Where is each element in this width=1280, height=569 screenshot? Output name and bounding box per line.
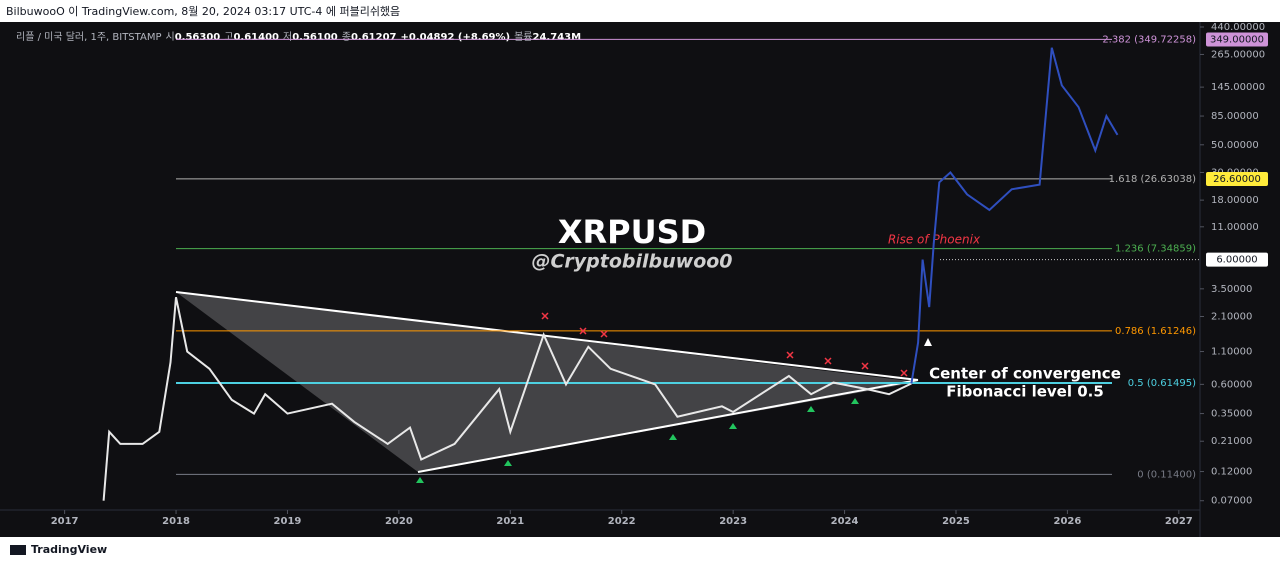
y-tick-label: 440.00000: [1211, 22, 1265, 33]
ohlc-label: 종: [342, 31, 351, 43]
buy-marker: [807, 406, 815, 412]
ohlc-value: 0.56100: [292, 32, 338, 43]
ohlc-label: 시: [165, 31, 174, 43]
y-tick-label: 145.00000: [1211, 82, 1265, 93]
sell-marker: [824, 357, 832, 365]
symbol-line: 리플 / 미국 달러, 1주, BITSTAMP 시0.56300 고0.61400…: [16, 31, 581, 43]
price-line: [910, 47, 1119, 384]
price-tag: [1206, 32, 1268, 47]
y-tick-label: 2.10000: [1211, 312, 1252, 323]
sell-marker: [600, 330, 608, 338]
sell-marker: [900, 369, 908, 377]
ohlc-label: 저: [283, 31, 292, 43]
chart-background: [0, 22, 1280, 537]
x-tick-label: 2024: [831, 516, 859, 527]
x-tick-label: 2018: [162, 516, 190, 527]
price-tag: [1206, 252, 1268, 267]
y-tick-label: 1.10000: [1211, 347, 1252, 358]
x-tick-label: 2026: [1053, 516, 1081, 527]
sell-marker: [541, 312, 549, 320]
fib-label: 1.618 (26.63038): [1109, 174, 1196, 185]
y-tick-label: 11.00000: [1211, 222, 1259, 233]
footer-logo: [10, 545, 26, 555]
y-tick-label: 50.00000: [1211, 140, 1259, 151]
x-tick-label: 2022: [608, 516, 636, 527]
y-tick-label: 265.00000: [1211, 49, 1265, 60]
y-tick-label: 0.60000: [1211, 379, 1252, 390]
sell-marker: [579, 327, 587, 335]
ohlc-label: 고: [224, 32, 233, 43]
x-tick-label: 2019: [274, 516, 302, 527]
price-line: [102, 296, 912, 501]
price-tag-label: 6.00000: [1216, 255, 1257, 266]
buy-marker: [851, 398, 859, 404]
x-tick-label: 2025: [942, 516, 970, 527]
fib-label: 1.236 (7.34859): [1115, 244, 1196, 255]
fib-label: 0.5 (0.61495): [1128, 378, 1196, 389]
y-tick-label: 18.00000: [1211, 195, 1259, 206]
footer: TradingView: [31, 543, 107, 556]
x-tick-label: 2027: [1165, 516, 1193, 527]
ohlc-value: 0.61400: [233, 32, 279, 43]
annotation: Fibonacci level 0.5: [946, 383, 1104, 401]
buy-marker: [669, 434, 677, 440]
volume-label: 볼륨: [514, 31, 532, 43]
ohlc-value: 0.61207: [351, 32, 397, 43]
sell-marker: [861, 362, 869, 370]
price-tag-label: 26.60000: [1213, 174, 1261, 185]
fib-label: 2.382 (349.72258): [1102, 34, 1196, 45]
buy-marker: [504, 460, 512, 466]
y-tick-label: 0.07000: [1211, 496, 1252, 507]
x-tick-label: 2020: [385, 516, 413, 527]
buy-marker: [416, 477, 424, 483]
x-tick-label: 2023: [719, 516, 747, 527]
y-tick-label: 85.00000: [1211, 111, 1259, 122]
fib-label: 0.786 (1.61246): [1115, 326, 1196, 337]
annotation: Center of convergence: [929, 365, 1121, 383]
x-tick-label: 2017: [51, 516, 79, 527]
y-tick-label: 0.12000: [1211, 467, 1252, 478]
chart-subtitle: @Cryptobilbuwoo0: [531, 251, 732, 273]
chart-title: XRPUSD: [558, 213, 706, 251]
sell-marker: [786, 351, 794, 359]
y-tick-label: 3.50000: [1211, 284, 1252, 295]
symbol: 리플 / 미국 달러, 1주, BITSTAMP: [16, 31, 161, 43]
price-tag: [1206, 171, 1268, 186]
y-tick-label: 0.21000: [1211, 436, 1252, 447]
buy-marker: [729, 423, 737, 429]
price-tag-label: 349.00000: [1210, 35, 1264, 46]
rocket-icon: [924, 338, 932, 346]
source-line: BilbuwooO 이 TradingView.com, 8월 20, 2024…: [6, 5, 400, 18]
fib-label: 0 (0.11400): [1137, 469, 1196, 480]
change: +0.04892 (+8.69%): [400, 32, 510, 43]
ohlc-value: 0.56300: [175, 32, 221, 43]
volume: 24.743M: [533, 32, 582, 43]
y-tick-label: 0.35000: [1211, 409, 1252, 420]
x-tick-label: 2021: [496, 516, 524, 527]
